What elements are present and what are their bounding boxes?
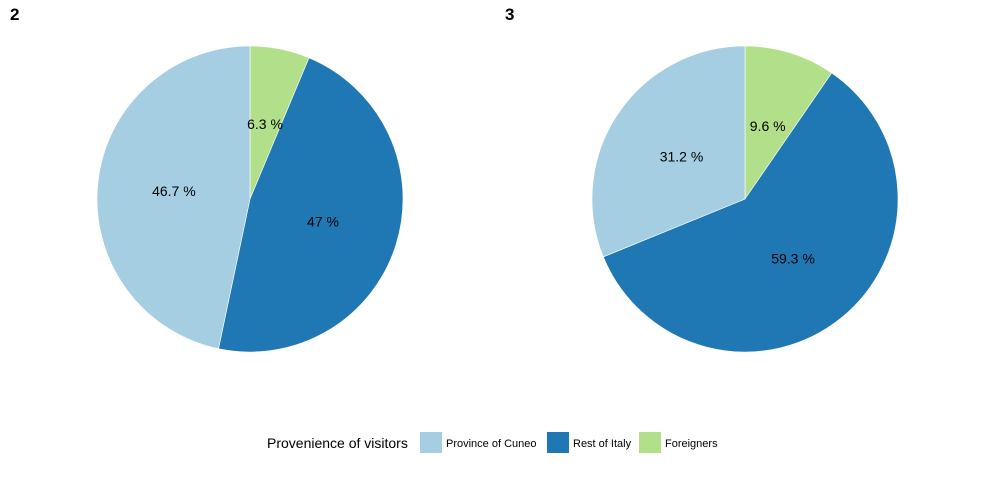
legend-label-province-of-cuneo: Province of Cuneo	[446, 438, 537, 450]
pie-slice-3-rest-of-italy	[602, 72, 899, 353]
legend-label-rest-of-italy: Rest of Italy	[573, 438, 632, 450]
pie-slice-labels-2: 6.3 % 47 % 46.7 %	[152, 116, 339, 230]
pie-slice-label-3-province-of-cuneo: 31.2 %	[660, 148, 704, 164]
legend: Provenience of visitors Province of Cune…	[267, 432, 718, 453]
legend-swatch-foreigners	[639, 432, 661, 453]
pie-slice-3-foreigners	[744, 45, 833, 200]
legend-swatch-province-of-cuneo	[420, 432, 442, 453]
panel-label-2: 2	[10, 5, 19, 24]
legend-swatch-rest-of-italy	[547, 432, 569, 453]
pie-slice-3-province-of-cuneo	[591, 45, 746, 258]
pie-panel-3: 3 9.6 % 59.3 % 31.2 %	[505, 5, 899, 353]
legend-label-foreigners: Foreigners	[665, 438, 718, 450]
pie-slice-2-province-of-cuneo	[96, 45, 251, 350]
panel-label-3: 3	[505, 5, 514, 24]
pie-panel-2: 2 6.3 % 47 % 46.7 %	[10, 5, 404, 353]
pie-slice-labels-3: 9.6 % 59.3 % 31.2 %	[660, 118, 815, 267]
pie-slice-label-3-foreigners: 9.6 %	[750, 118, 786, 134]
legend-title: Provenience of visitors	[267, 435, 408, 451]
pie-slice-label-3-rest-of-italy: 59.3 %	[771, 251, 815, 267]
pie-slice-2-rest-of-italy	[218, 57, 404, 353]
pie-slice-label-2-rest-of-italy: 47 %	[307, 214, 339, 230]
pie-slice-label-2-foreigners: 6.3 %	[247, 116, 283, 132]
pie-slices-3	[591, 45, 899, 353]
pie-slices-2	[96, 45, 404, 353]
pie-slice-label-2-province-of-cuneo: 46.7 %	[152, 183, 196, 199]
